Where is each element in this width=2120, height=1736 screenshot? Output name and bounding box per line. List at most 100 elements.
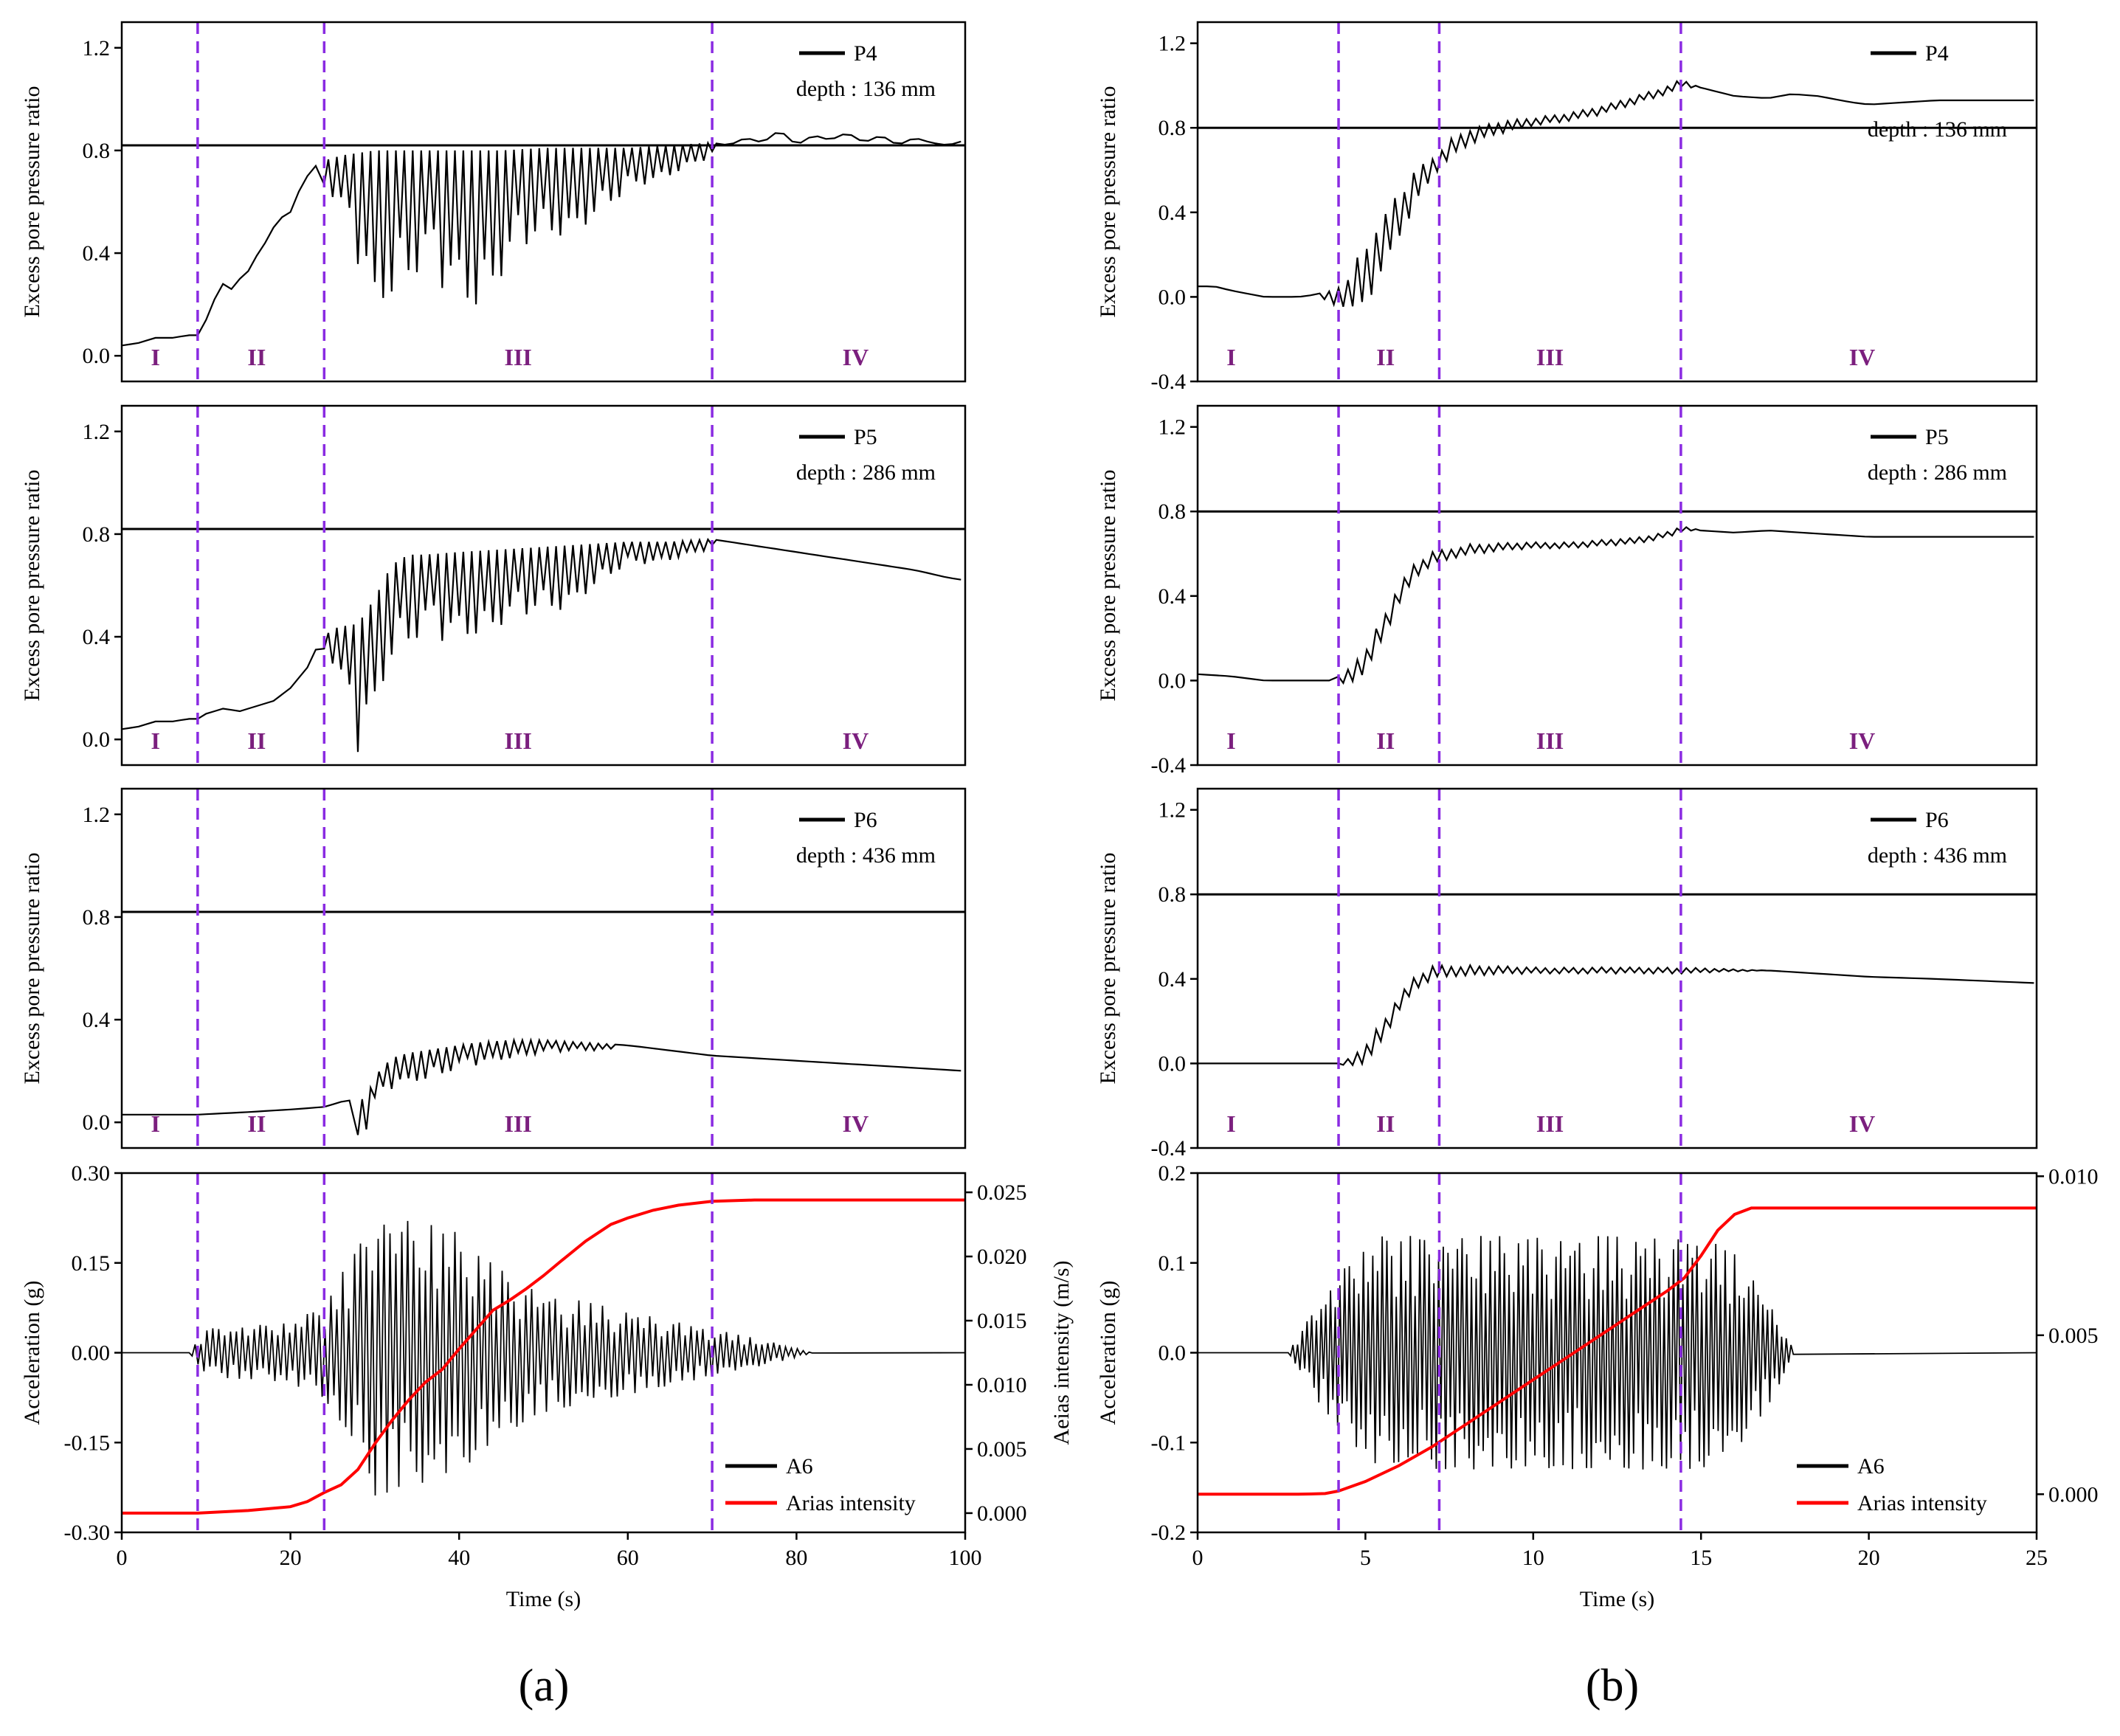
plot-area (122, 528, 965, 753)
y-tick-label: 0.4 (83, 625, 111, 649)
x-tick-label: 80 (785, 1546, 807, 1570)
y-axis-label: Excess pore pressure ratio (1096, 86, 1120, 317)
y-tick-label: 0.0 (83, 344, 111, 368)
phase-label-IV: IV (843, 727, 869, 754)
plot-area (122, 910, 965, 1135)
y-tick-label: 1.2 (1159, 798, 1187, 823)
phase-label-III: III (505, 727, 532, 754)
y-tick-label: 1.2 (83, 420, 111, 444)
series-line-arias-intensity (1198, 1206, 2037, 1496)
y2-tick-label: 0.010 (2048, 1164, 2099, 1189)
y-tick-label: 0.4 (1159, 967, 1187, 992)
y-tick-label: 0.1 (1159, 1251, 1187, 1276)
legend-depth-label: depth : 436 mm (796, 843, 936, 868)
x-tick-label: 25 (2026, 1546, 2048, 1570)
plot-frame (120, 404, 967, 767)
y-tick-label: 0.4 (1159, 201, 1187, 225)
phase-label-III: III (1536, 344, 1564, 370)
phase-label-II: II (1376, 1110, 1395, 1137)
series-line-P4 (1198, 80, 2034, 308)
phase-label-I: I (151, 1110, 159, 1137)
x-tick-label: 100 (949, 1546, 982, 1570)
plot-frame (1196, 787, 2038, 1149)
plot-area (122, 132, 965, 347)
phase-label-IV: IV (1849, 727, 1876, 754)
legend-depth-label: depth : 136 mm (1868, 117, 2007, 142)
phase-label-II: II (1376, 727, 1395, 754)
y2-tick-label: 0.025 (977, 1180, 1027, 1205)
phase-label-II: II (247, 1110, 266, 1137)
phase-label-III: III (505, 344, 532, 370)
subplot-b-4: -0.2 -0.1 0.0 0.1 0.2 0.000 0.005 0.010 0 5 10 15 20… (1096, 1161, 2099, 1611)
y-tick-label: 1.2 (1159, 32, 1187, 56)
series-line-P5 (1198, 526, 2034, 685)
phase-label-II: II (247, 344, 266, 370)
y-axis-label: Excess pore pressure ratio (20, 852, 44, 1084)
legend-label-a6: A6 (1857, 1454, 1885, 1479)
phase-label-I: I (151, 344, 159, 370)
phase-label-I: I (1226, 1110, 1235, 1137)
plot-area (1198, 80, 2037, 308)
series-line-P4 (122, 132, 961, 347)
series-line-arias-intensity (122, 1198, 965, 1515)
legend-label-P6: P6 (854, 808, 877, 832)
phase-label-IV: IV (1849, 1110, 1876, 1137)
y-tick-label: 0.8 (83, 905, 111, 930)
x-tick-label: 5 (1360, 1546, 1371, 1570)
y-tick-label: -0.4 (1151, 370, 1187, 394)
series-line-A6 (122, 1220, 965, 1496)
x-tick-label: 15 (1690, 1546, 1712, 1570)
x-tick-label: 40 (448, 1546, 470, 1570)
panel-label-a: (a) (519, 1661, 570, 1711)
plot-frame (1196, 404, 2038, 767)
y-tick-label: 0.8 (1159, 499, 1187, 524)
subplot-a-4: -0.30 -0.15 0.00 0.15 0.30 0.000 0.005 0.010 0.0… (20, 1161, 1074, 1611)
y-tick-label: 0.4 (1159, 584, 1187, 609)
y-axis-label: Acceleration (g) (1096, 1281, 1120, 1425)
x-axis-label: Time (s) (1580, 1587, 1654, 1611)
legend-label-P4: P4 (1925, 41, 1949, 66)
x-tick-label: 0 (1192, 1546, 1204, 1570)
legend-label-arias-intensity: Arias intensity (786, 1491, 916, 1515)
y-tick-label: 0.15 (72, 1251, 111, 1276)
phase-label-III: III (1536, 727, 1564, 754)
y-axis-label: Acceleration (g) (20, 1281, 44, 1425)
y-tick-label: 0.8 (83, 522, 111, 547)
plot-frame (1196, 1172, 2038, 1534)
y2-tick-label: 0.010 (977, 1373, 1027, 1397)
series-line-P6 (1198, 963, 2034, 1067)
y-tick-label: -0.4 (1151, 753, 1187, 778)
phase-label-I: I (1226, 727, 1235, 754)
y2-tick-label: 0.020 (977, 1245, 1027, 1269)
y-tick-label: -0.4 (1151, 1136, 1187, 1161)
legend-depth-label: depth : 136 mm (796, 77, 936, 101)
legend-label-P6: P6 (1925, 808, 1949, 832)
legend-label-arias-intensity: Arias intensity (1857, 1491, 1987, 1515)
y-axis-label: Excess pore pressure ratio (20, 469, 44, 701)
y2-tick-label: 0.015 (977, 1309, 1027, 1333)
phase-label-III: III (1536, 1110, 1564, 1137)
legend-depth-label: depth : 286 mm (796, 460, 936, 485)
y-tick-label: 0.0 (83, 727, 111, 752)
y2-tick-label: 0.000 (977, 1501, 1027, 1526)
phase-label-IV: IV (843, 1110, 869, 1137)
y2-tick-label: 0.000 (2048, 1482, 2099, 1507)
y-tick-label: 0.0 (1159, 668, 1187, 693)
y-tick-label: 0.0 (83, 1110, 111, 1135)
legend-label-a6: A6 (786, 1454, 813, 1479)
x-tick-label: 20 (280, 1546, 302, 1570)
series-line-P6 (122, 1037, 961, 1135)
plot-area (122, 1198, 965, 1515)
x-tick-label: 20 (1858, 1546, 1880, 1570)
y-tick-label: 0.0 (1159, 1341, 1187, 1366)
y-axis-label: Excess pore pressure ratio (1096, 852, 1120, 1084)
y-tick-label: 0.00 (72, 1341, 111, 1366)
legend-label-P5: P5 (854, 425, 877, 449)
plot-frame (120, 21, 967, 383)
y-tick-label: 0.8 (1159, 116, 1187, 140)
x-tick-label: 60 (617, 1546, 639, 1570)
